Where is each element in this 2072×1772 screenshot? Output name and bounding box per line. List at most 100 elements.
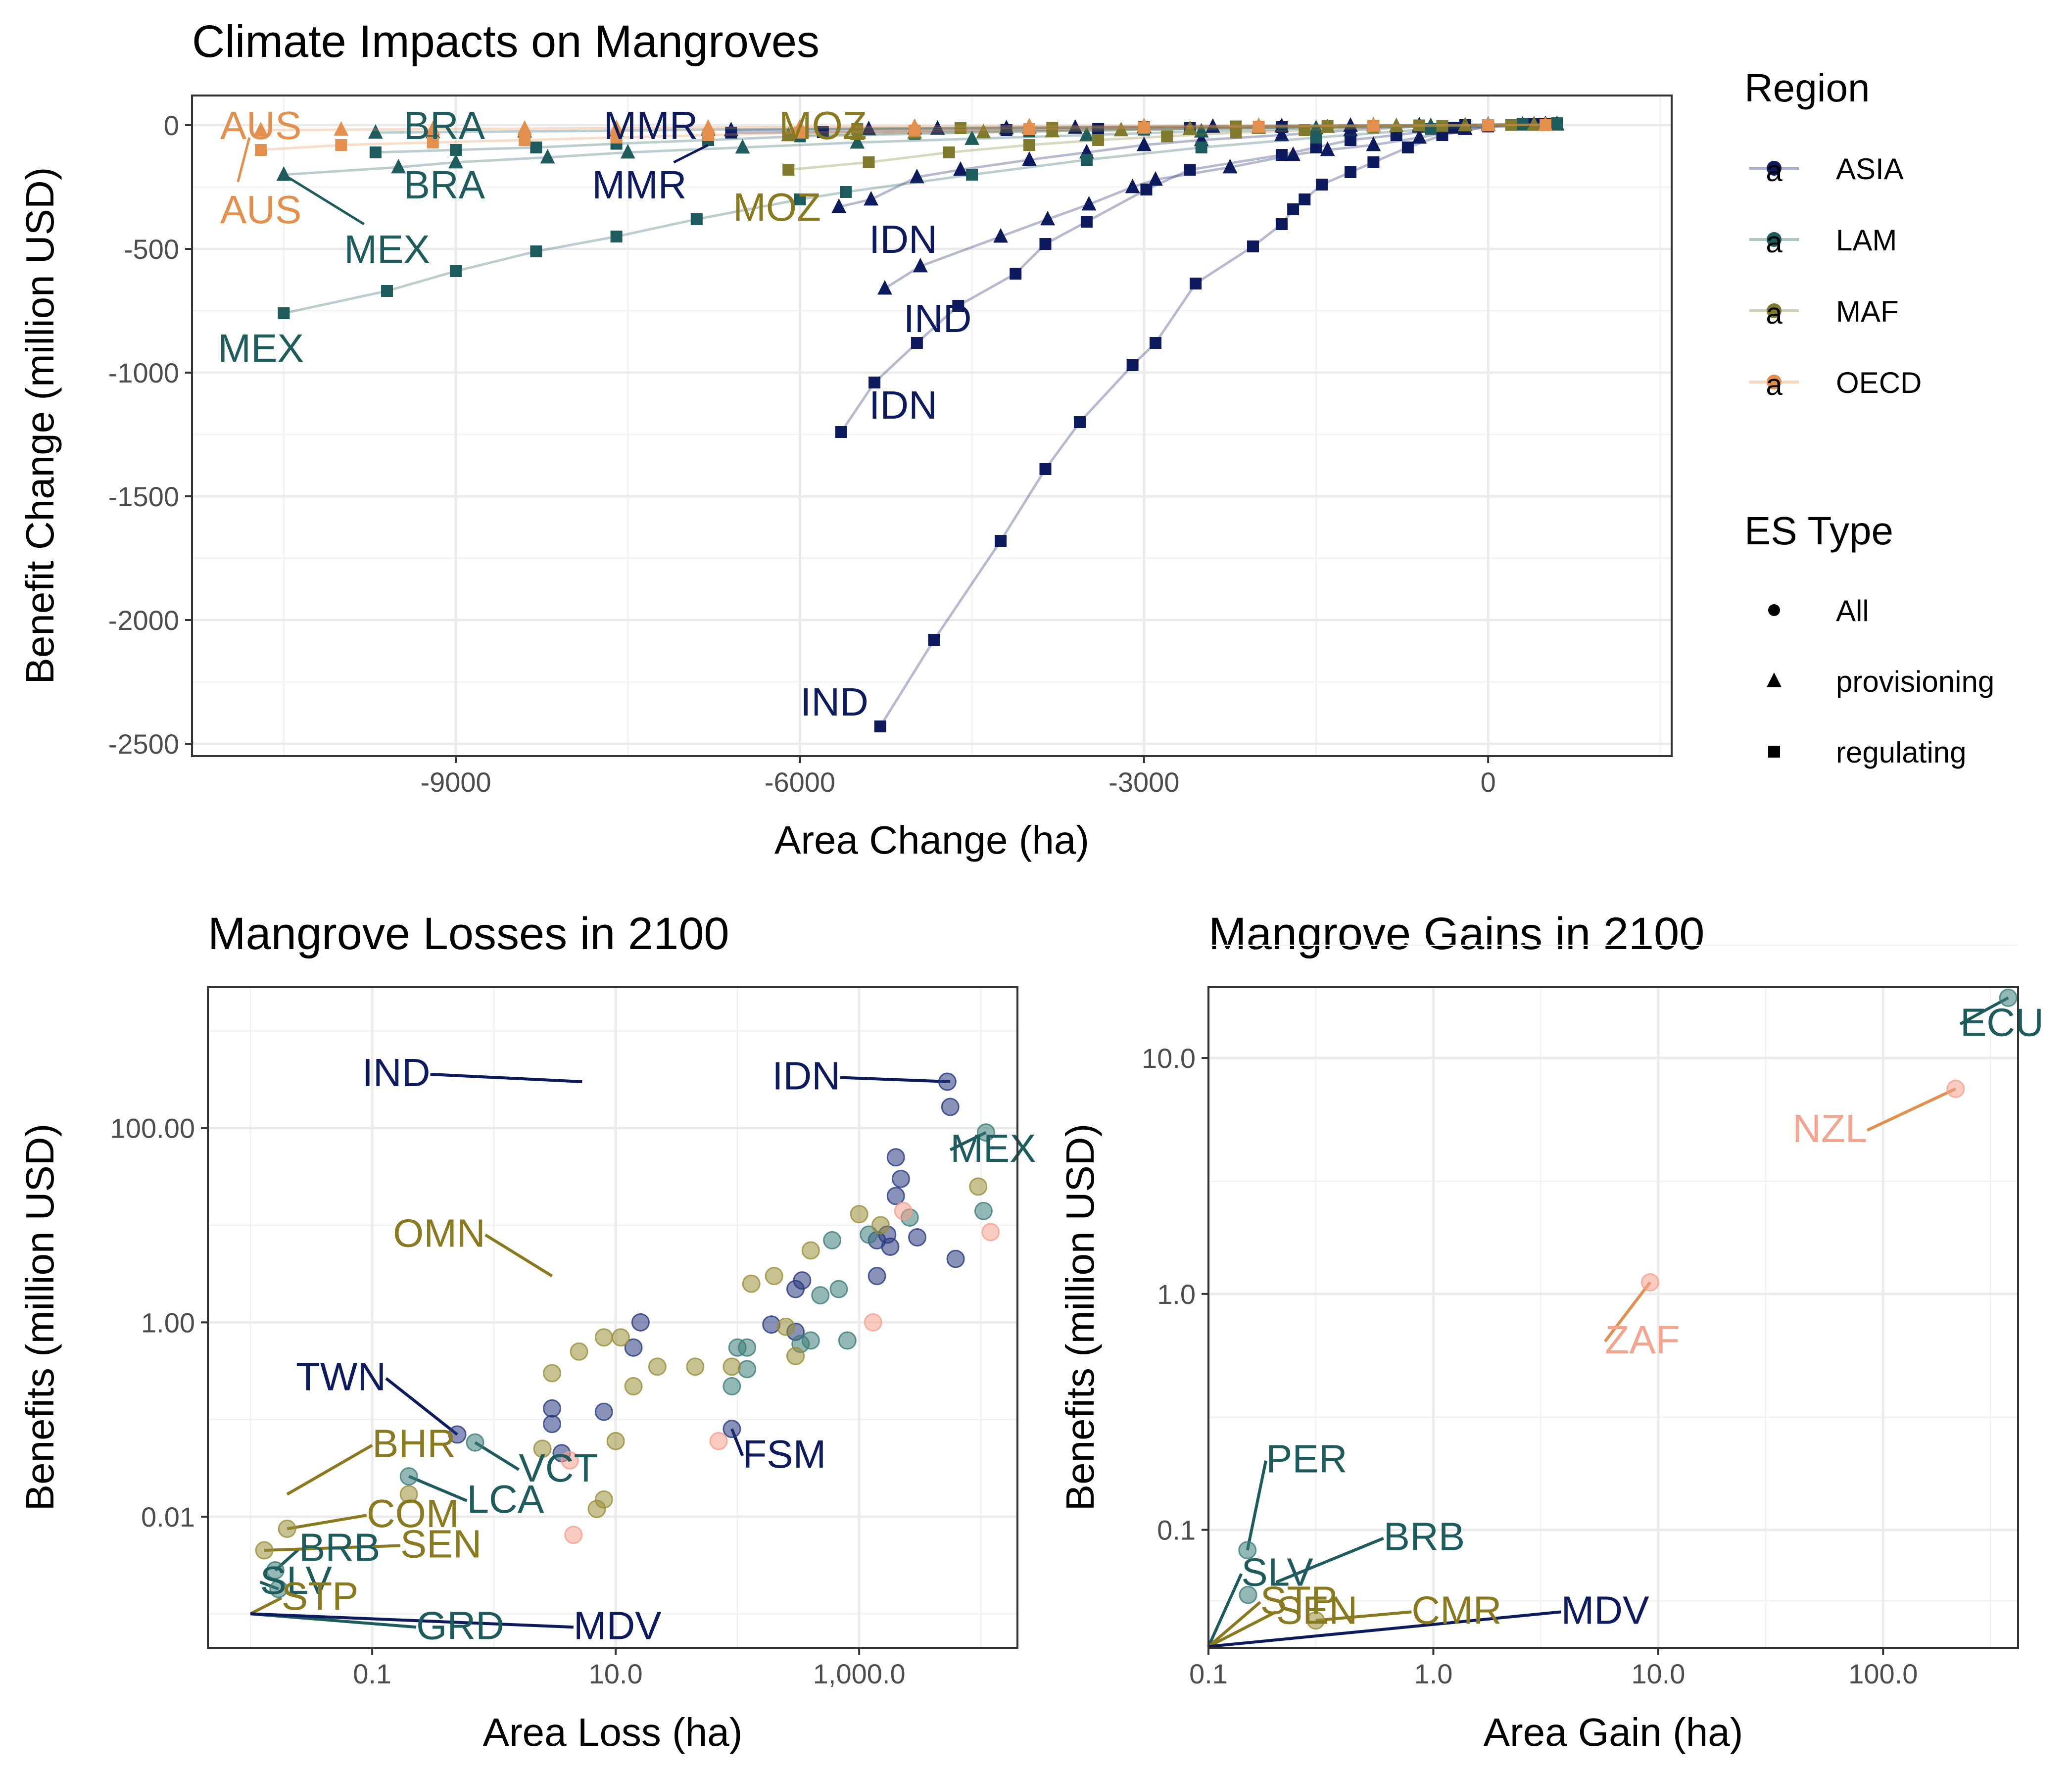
data-point bbox=[835, 426, 847, 438]
legend-item-label: provisioning bbox=[1836, 665, 1994, 698]
data-point bbox=[1946, 1079, 1965, 1098]
point-label: SEN bbox=[1276, 1588, 1358, 1632]
data-point bbox=[725, 127, 737, 139]
data-point bbox=[530, 245, 542, 257]
data-point bbox=[1447, 122, 1460, 134]
legend-key-glyph: a bbox=[1766, 154, 1783, 188]
x-axis-title: Area Gain (ha) bbox=[1484, 1710, 1743, 1754]
point-label: STP bbox=[282, 1574, 359, 1618]
data-point bbox=[1184, 164, 1196, 176]
legend-item-label: LAM bbox=[1836, 224, 1897, 257]
data-point bbox=[648, 1357, 667, 1376]
data-point bbox=[1389, 117, 1404, 132]
data-point bbox=[1190, 278, 1202, 289]
panel-mangrove-losses: Mangrove Losses in 2100 IND IDN MEX OMN TWN F… bbox=[18, 909, 1036, 1754]
data-point bbox=[427, 137, 439, 148]
plot-frame bbox=[191, 95, 1673, 757]
data-point bbox=[1538, 116, 1553, 131]
data-point bbox=[1148, 171, 1163, 186]
data-point bbox=[817, 126, 829, 138]
data-point bbox=[742, 1274, 761, 1293]
data-point bbox=[624, 1338, 643, 1357]
legend-key-point bbox=[1767, 303, 1782, 318]
data-point bbox=[399, 1485, 418, 1504]
data-point bbox=[466, 1433, 484, 1452]
y-tick-label: 0.1 bbox=[1157, 1515, 1196, 1546]
series-line bbox=[284, 123, 1557, 176]
data-point bbox=[1081, 195, 1097, 211]
legend-key-glyph: a bbox=[1766, 226, 1783, 259]
data-point bbox=[1457, 116, 1473, 132]
label-leader-line bbox=[1207, 1610, 1277, 1648]
point-label: IDN bbox=[869, 383, 937, 427]
data-point bbox=[1287, 203, 1300, 215]
data-point bbox=[913, 257, 928, 273]
data-point bbox=[941, 1098, 960, 1116]
data-point bbox=[1113, 121, 1129, 137]
data-point bbox=[930, 120, 945, 135]
data-point bbox=[1238, 1541, 1257, 1560]
data-point bbox=[867, 1267, 886, 1286]
series-line bbox=[884, 123, 1546, 290]
data-point bbox=[1195, 142, 1207, 153]
data-point bbox=[894, 1201, 913, 1220]
data-point bbox=[891, 1169, 910, 1188]
data-point bbox=[861, 120, 876, 136]
series-line bbox=[788, 123, 1546, 171]
data-point bbox=[1299, 124, 1311, 136]
data-point bbox=[738, 1360, 757, 1379]
data-point bbox=[533, 1439, 552, 1458]
data-point bbox=[1345, 166, 1357, 178]
data-point bbox=[1039, 238, 1052, 250]
data-point bbox=[1274, 126, 1289, 142]
data-point bbox=[1275, 149, 1288, 161]
y-tick-label: 0.01 bbox=[141, 1501, 195, 1533]
legend-item-label: OECD bbox=[1836, 366, 1922, 399]
y-tick-label: 100.00 bbox=[110, 1113, 195, 1144]
point-label: MOZ bbox=[733, 185, 821, 229]
data-point bbox=[1205, 118, 1220, 133]
data-point bbox=[1126, 359, 1139, 371]
data-point bbox=[829, 1280, 848, 1298]
point-label: MDV bbox=[574, 1603, 662, 1647]
x-tick-label: 0.1 bbox=[1189, 1658, 1228, 1689]
legend-item-label: ASIA bbox=[1836, 152, 1904, 186]
x-tick-label: 1,000.0 bbox=[813, 1658, 906, 1689]
legend-key-glyph: a bbox=[1766, 368, 1783, 401]
label-leader-line bbox=[1207, 1573, 1243, 1647]
data-point bbox=[801, 1241, 820, 1260]
data-point bbox=[954, 122, 966, 134]
point-label: MDV bbox=[1561, 1588, 1649, 1632]
data-point bbox=[1999, 988, 2018, 1007]
y-tick-label: 10.0 bbox=[1142, 1043, 1196, 1074]
data-point bbox=[1040, 210, 1055, 226]
point-label: ZAF bbox=[1605, 1318, 1680, 1362]
y-tick-label: 1.0 bbox=[1157, 1279, 1196, 1310]
x-axis-title: Area Change (ha) bbox=[774, 818, 1089, 862]
data-point bbox=[811, 1286, 830, 1305]
label-leader-line bbox=[385, 1377, 458, 1436]
data-point bbox=[368, 124, 383, 139]
point-label: ECU bbox=[1960, 1000, 2044, 1044]
data-point bbox=[1275, 218, 1288, 230]
x-tick-label: 0.1 bbox=[353, 1658, 391, 1689]
data-point bbox=[786, 1346, 805, 1365]
data-point bbox=[609, 119, 624, 135]
data-point bbox=[425, 120, 440, 136]
x-axis-title: Area Loss (ha) bbox=[483, 1710, 743, 1754]
panel-climate-impacts: Climate Impacts on Mangroves AUS AUS BRA BR… bbox=[18, 16, 1673, 862]
data-point bbox=[851, 123, 864, 135]
data-point bbox=[981, 1223, 1000, 1242]
data-point bbox=[907, 118, 922, 133]
data-point bbox=[606, 1432, 625, 1450]
x-tick-label: -6000 bbox=[765, 766, 835, 798]
data-point bbox=[792, 118, 808, 134]
data-point bbox=[909, 168, 924, 184]
data-point bbox=[911, 337, 923, 349]
point-label: MEX bbox=[218, 326, 303, 370]
series-line bbox=[788, 123, 1534, 137]
data-point bbox=[1092, 123, 1105, 135]
data-point bbox=[1046, 122, 1059, 134]
data-point bbox=[1526, 116, 1542, 131]
data-point bbox=[1251, 117, 1266, 132]
